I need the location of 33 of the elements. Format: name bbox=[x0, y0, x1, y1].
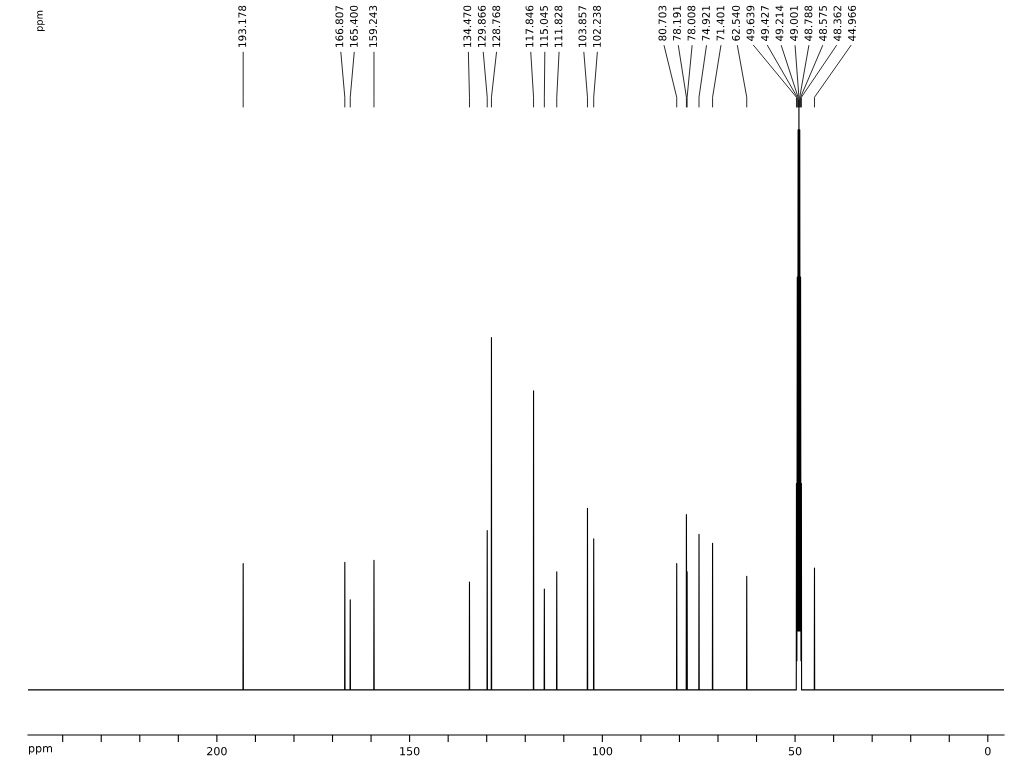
x-tick-label: 150 bbox=[400, 747, 420, 756]
annotation: 117.846 bbox=[525, 5, 534, 47]
x-tick-label: 50 bbox=[788, 747, 802, 756]
annotation: 111.828 bbox=[554, 5, 563, 47]
x-tick-label: 100 bbox=[592, 747, 613, 756]
annotation: 74.921 bbox=[702, 5, 710, 41]
annotation: 49.214 bbox=[775, 5, 784, 41]
annotation: 128.768 bbox=[492, 5, 501, 47]
annotation: 71.401 bbox=[716, 5, 725, 41]
x-tick-label: 200 bbox=[207, 747, 227, 756]
annotation: 48.788 bbox=[804, 5, 813, 41]
annotation: 166.807 bbox=[335, 5, 344, 47]
annotation: 49.639 bbox=[746, 5, 755, 41]
annotation: 129.866 bbox=[477, 5, 486, 47]
annotation: 78.191 bbox=[673, 5, 681, 41]
annotation: 48.575 bbox=[819, 5, 827, 41]
x-tick-label: 0 bbox=[985, 747, 991, 756]
annotation: 49.427 bbox=[761, 5, 769, 41]
text: ppm bbox=[37, 10, 45, 31]
x-axis-title: ppm bbox=[29, 746, 52, 755]
annotation: 48.362 bbox=[833, 6, 842, 41]
annotation: 134.470 bbox=[463, 5, 472, 47]
annotation: 49.001 bbox=[790, 5, 798, 41]
annotation: 159.243 bbox=[369, 5, 378, 47]
annotation: 62.540 bbox=[732, 5, 740, 41]
annotation: 165.400 bbox=[349, 5, 358, 47]
annotation: 78.008 bbox=[687, 5, 696, 41]
annotation: 44.966 bbox=[848, 5, 856, 41]
annotation: 80.703 bbox=[658, 5, 667, 41]
annotation: 193.178 bbox=[238, 5, 247, 47]
annotation: 102.238 bbox=[592, 5, 601, 47]
annotation: 103.857 bbox=[578, 5, 587, 47]
annotation: 115.045 bbox=[540, 5, 548, 47]
